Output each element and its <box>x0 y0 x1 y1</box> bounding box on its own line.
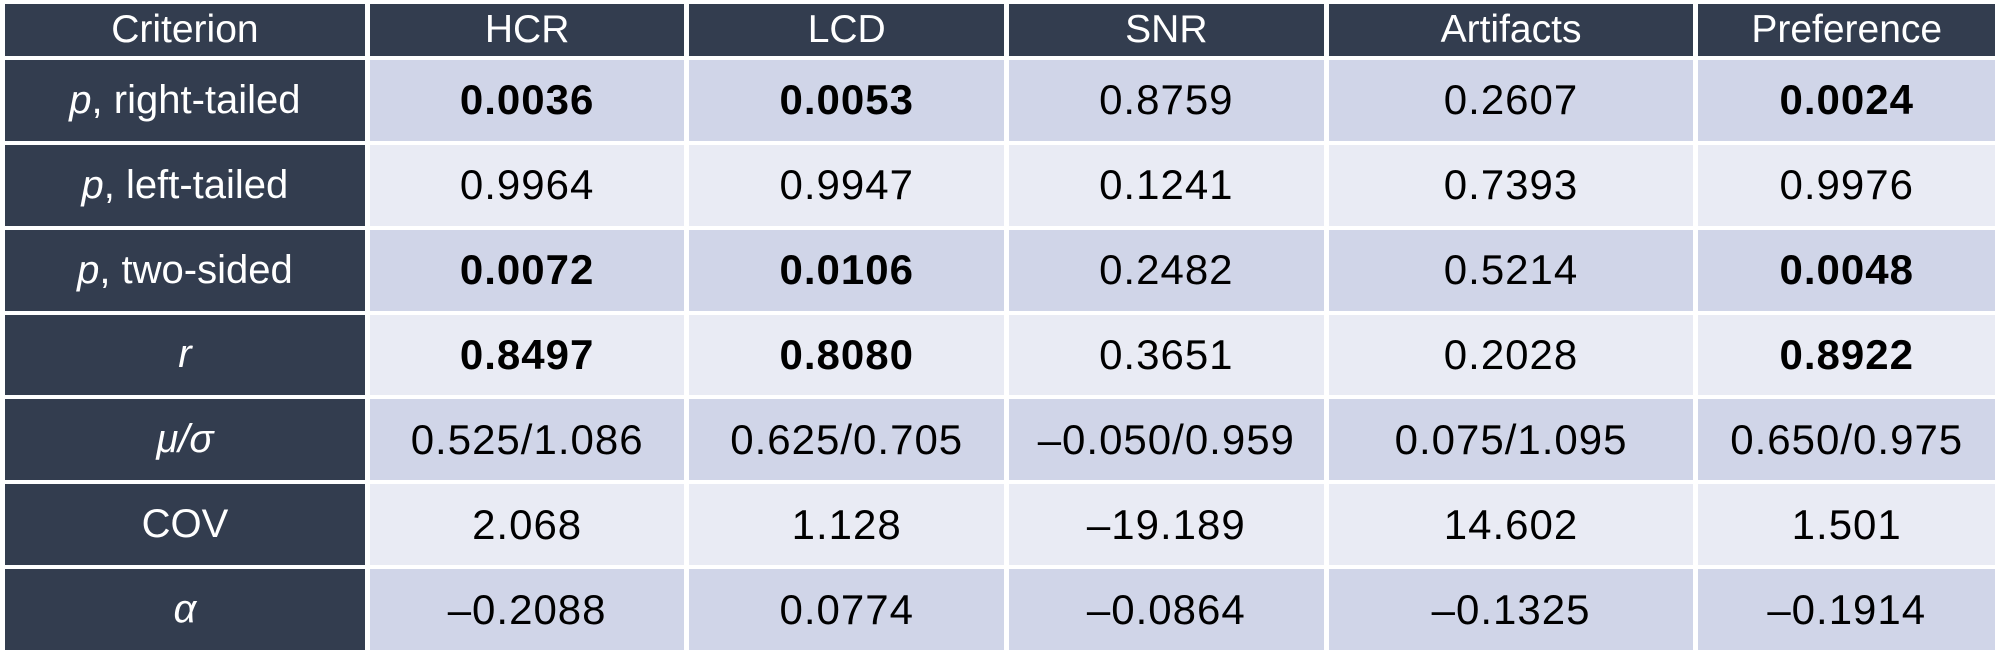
table-cell: 0.9976 <box>1698 144 1995 226</box>
row-label-symbol: p <box>77 247 100 292</box>
row-label-symbol: p <box>81 162 104 207</box>
table-cell: 0.8759 <box>1009 60 1324 141</box>
table-cell: 0.8080 <box>689 314 1005 396</box>
table-cell: 0.0024 <box>1698 60 1995 141</box>
table-cell: 0.9947 <box>689 144 1005 226</box>
table-cell: 2.068 <box>369 484 685 566</box>
table-header-row: Criterion HCR LCD SNR Artifacts Preferen… <box>5 4 1995 56</box>
column-header-lcd: LCD <box>689 4 1005 56</box>
table-cell: –19.189 <box>1009 484 1324 566</box>
row-label-alpha: α <box>5 569 365 650</box>
row-label-r: r <box>5 314 365 396</box>
table-cell: 0.0053 <box>689 60 1005 141</box>
table-cell: 0.0072 <box>369 229 685 311</box>
table-cell: 0.9964 <box>369 144 685 226</box>
column-header-artifacts: Artifacts <box>1328 4 1694 56</box>
table-cell: –0.050/0.959 <box>1009 399 1324 481</box>
table-cell: 0.0106 <box>689 229 1005 311</box>
column-header-snr: SNR <box>1009 4 1324 56</box>
table-row: p, right-tailed 0.0036 0.0053 0.8759 0.2… <box>5 60 1995 141</box>
table-row: p, left-tailed 0.9964 0.9947 0.1241 0.73… <box>5 144 1995 226</box>
table-row: COV 2.068 1.128 –19.189 14.602 1.501 <box>5 484 1995 566</box>
row-label-p-left-tailed: p, left-tailed <box>5 144 365 226</box>
column-header-criterion: Criterion <box>5 4 365 56</box>
table-cell: 14.602 <box>1328 484 1694 566</box>
table-cell: 0.3651 <box>1009 314 1324 396</box>
column-header-hcr: HCR <box>369 4 685 56</box>
row-label-text: COV <box>141 502 229 547</box>
table-cell: 0.650/0.975 <box>1698 399 1995 481</box>
table-cell: 0.075/1.095 <box>1328 399 1694 481</box>
row-label-p-two-sided: p, two-sided <box>5 229 365 311</box>
table-cell: –0.1914 <box>1698 569 1995 650</box>
row-label-symbol: μ/σ <box>156 417 214 462</box>
table-cell: 0.0048 <box>1698 229 1995 311</box>
table-cell: 1.128 <box>689 484 1005 566</box>
table-cell: –0.0864 <box>1009 569 1324 650</box>
table-cell: 0.2482 <box>1009 229 1324 311</box>
row-label-symbol: α <box>173 587 197 632</box>
table-cell: 0.525/1.086 <box>369 399 685 481</box>
table-cell: 0.1241 <box>1009 144 1324 226</box>
row-label-symbol: r <box>178 332 192 377</box>
table-row: μ/σ 0.525/1.086 0.625/0.705 –0.050/0.959… <box>5 399 1995 481</box>
row-label-text: , left-tailed <box>103 162 289 207</box>
table-cell: 0.5214 <box>1328 229 1694 311</box>
table-cell: 0.0774 <box>689 569 1005 650</box>
row-label-symbol: p <box>69 77 92 122</box>
row-label-text: , two-sided <box>99 247 293 292</box>
table-row: r 0.8497 0.8080 0.3651 0.2028 0.8922 <box>5 314 1995 396</box>
column-header-preference: Preference <box>1698 4 1995 56</box>
row-label-text: , right-tailed <box>91 77 301 122</box>
table-cell: 0.7393 <box>1328 144 1694 226</box>
table-cell: 1.501 <box>1698 484 1995 566</box>
row-label-p-right-tailed: p, right-tailed <box>5 60 365 141</box>
row-label-cov: COV <box>5 484 365 566</box>
row-label-mu-sigma: μ/σ <box>5 399 365 481</box>
table-cell: 0.2607 <box>1328 60 1694 141</box>
table-cell: –0.2088 <box>369 569 685 650</box>
table-cell: 0.8497 <box>369 314 685 396</box>
table-cell: 0.0036 <box>369 60 685 141</box>
table-cell: –0.1325 <box>1328 569 1694 650</box>
table-cell: 0.8922 <box>1698 314 1995 396</box>
table-cell: 0.2028 <box>1328 314 1694 396</box>
table-cell: 0.625/0.705 <box>689 399 1005 481</box>
table-row: p, two-sided 0.0072 0.0106 0.2482 0.5214… <box>5 229 1995 311</box>
table-row: α –0.2088 0.0774 –0.0864 –0.1325 –0.1914 <box>5 569 1995 650</box>
